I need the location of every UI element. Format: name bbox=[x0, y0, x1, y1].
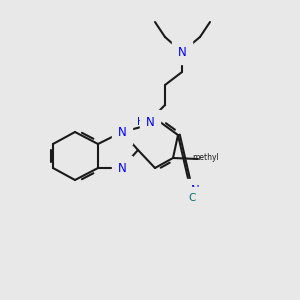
Text: N: N bbox=[118, 125, 126, 139]
Text: N: N bbox=[146, 116, 154, 128]
Text: N: N bbox=[178, 46, 186, 59]
Text: C: C bbox=[188, 193, 196, 203]
Text: H: H bbox=[137, 117, 145, 127]
Text: methyl: methyl bbox=[193, 154, 219, 163]
Text: N: N bbox=[118, 161, 126, 175]
Text: N: N bbox=[190, 184, 200, 197]
